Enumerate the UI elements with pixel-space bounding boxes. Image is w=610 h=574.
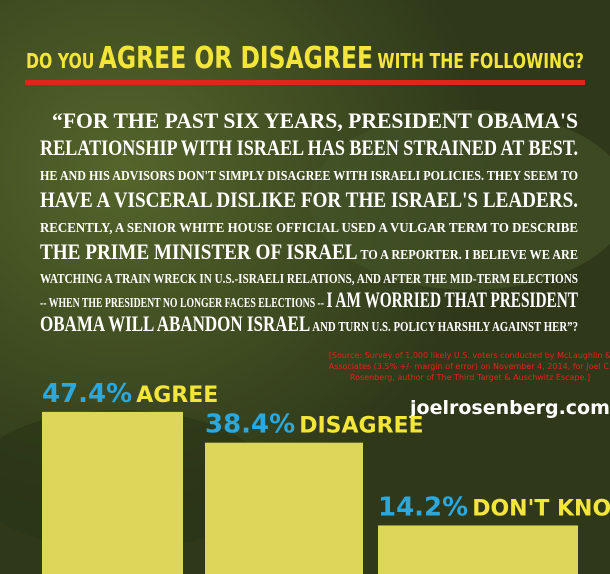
category-label: DON'T KNOW xyxy=(472,496,610,521)
source-line: Associates (3.5% +/- margin of error) on… xyxy=(329,362,610,371)
quote-segment: WATCHING A TRAIN WRECK IN U.S.-ISRAELI R… xyxy=(40,272,578,287)
quote-segment: THE PRIME MINISTER OF ISRAEL xyxy=(40,239,358,264)
quote-line: HAVE A VISCERAL DISLIKE FOR THE ISRAEL'S… xyxy=(40,187,578,212)
quote-segment: -- WHEN THE PRESIDENT NO LONGER FACES EL… xyxy=(40,296,326,311)
quote-line: “FOR THE PAST SIX YEARS, PRESIDENT OBAMA… xyxy=(52,108,578,133)
camo xyxy=(310,110,610,290)
quote-segment: HE AND HIS ADVISORS DON'T SIMPLY DISAGRE… xyxy=(40,169,578,184)
quote-line: HE AND HIS ADVISORS DON'T SIMPLY DISAGRE… xyxy=(40,169,578,184)
quote-segment: I AM WORRIED THAT PRESIDENT xyxy=(326,287,578,312)
value-label: 38.4% xyxy=(205,410,295,440)
quote-segment: AND TURN U.S. POLICY HARSHLY AGAINST HER… xyxy=(310,320,578,335)
value-label: 47.4% xyxy=(42,379,132,409)
quote: “FOR THE PAST SIX YEARS, PRESIDENT OBAMA… xyxy=(40,108,578,336)
quote-line: -- WHEN THE PRESIDENT NO LONGER FACES EL… xyxy=(40,287,578,312)
title-part: AGREE OR DISAGREE xyxy=(99,41,373,76)
title-part: WITH THE FOLLOWING? xyxy=(377,49,584,73)
bar-label: 14.2%DON'T KNOW xyxy=(378,492,610,522)
quote-line: THE PRIME MINISTER OF ISRAEL TO A REPORT… xyxy=(40,239,578,264)
category-label: DISAGREE xyxy=(299,414,423,439)
quote-line: RELATIONSHIP WITH ISRAEL HAS BEEN STRAIN… xyxy=(40,135,578,160)
category-label: AGREE xyxy=(136,383,218,408)
quote-segment: RECENTLY, A SENIOR WHITE HOUSE OFFICIAL … xyxy=(40,221,578,236)
quote-segment: PRESIDENT OBAMA'S xyxy=(343,108,578,133)
quote-line: RECENTLY, A SENIOR WHITE HOUSE OFFICIAL … xyxy=(40,221,578,236)
bar xyxy=(378,525,578,574)
bar-label: 47.4% AGREE xyxy=(42,379,218,409)
bar xyxy=(42,411,183,574)
quote-segment: RELATIONSHIP WITH ISRAEL HAS BEEN STRAIN… xyxy=(40,135,578,160)
quote-line: OBAMA WILL ABANDON ISRAEL AND TURN U.S. … xyxy=(40,311,578,336)
website: joelrosenberg.com xyxy=(409,397,610,419)
value-label: 14.2% xyxy=(378,492,468,522)
source-line: [Source: Survey of 1,000 likely U.S. vot… xyxy=(329,351,610,360)
quote-segment: “FOR THE PAST SIX YEARS, xyxy=(52,108,343,133)
quote-segment: OBAMA WILL ABANDON ISRAEL xyxy=(40,311,310,336)
divider xyxy=(25,80,585,85)
title-part: DO YOU xyxy=(26,49,94,73)
bar xyxy=(205,442,363,574)
source-line: Rosenberg, author of The Third Target & … xyxy=(350,373,590,382)
quote-line: WATCHING A TRAIN WRECK IN U.S.-ISRAELI R… xyxy=(40,272,578,287)
chart-title: DO YOU AGREE OR DISAGREE WITH THE FOLLOW… xyxy=(26,41,584,76)
quote-segment: TO A REPORTER. I BELIEVE WE ARE xyxy=(358,248,578,263)
bar-label: 38.4% DISAGREE xyxy=(205,410,424,440)
source: [Source: Survey of 1,000 likely U.S. vot… xyxy=(329,351,610,382)
quote-segment: HAVE A VISCERAL DISLIKE FOR THE ISRAEL'S… xyxy=(40,187,578,212)
